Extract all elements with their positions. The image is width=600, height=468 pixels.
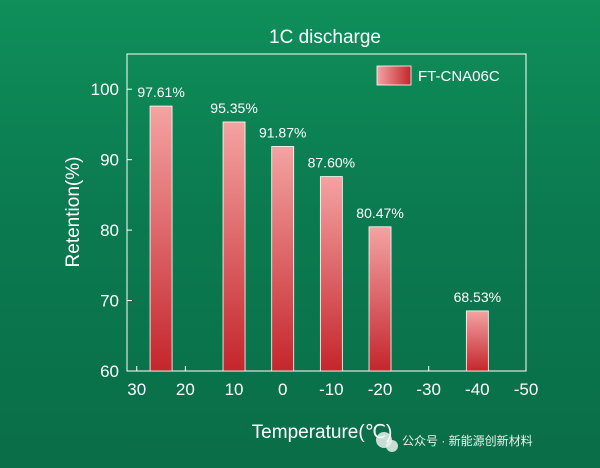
x-tick-label: 30	[127, 380, 146, 399]
wechat-icon-bubble	[386, 440, 398, 452]
x-tick-label: -20	[368, 380, 393, 399]
x-tick-label: 20	[176, 380, 195, 399]
bar	[271, 146, 295, 372]
y-tick-label: 100	[91, 80, 119, 99]
bar-value-label: 87.60%	[308, 155, 355, 171]
bar	[368, 226, 392, 372]
x-axis-label: Temperature(℃)	[252, 422, 393, 443]
bar	[319, 176, 343, 372]
y-axis: 60 70 80 90 100	[91, 80, 132, 381]
legend: FT-CNA06C	[376, 65, 500, 86]
y-tick-label: 80	[100, 221, 119, 240]
bar	[465, 310, 489, 372]
watermark-text: 公众号 · 新能源创新材料	[402, 433, 533, 448]
bar-value-label: 91.87%	[259, 124, 306, 140]
bar-series	[149, 105, 489, 372]
y-tick-label: 90	[100, 151, 119, 170]
chart-title: 1C discharge	[269, 27, 381, 48]
x-tick-label: -30	[416, 380, 441, 399]
legend-swatch	[376, 65, 412, 86]
x-tick-label: -50	[514, 380, 539, 399]
x-tick-label: 0	[278, 380, 287, 399]
bar-value-label: 95.35%	[210, 100, 257, 116]
legend-label: FT-CNA06C	[418, 68, 500, 85]
y-tick-label: 60	[100, 362, 119, 381]
watermark: 公众号 · 新能源创新材料	[376, 432, 533, 452]
bar-value-label: 68.53%	[454, 289, 501, 305]
bar-value-label: 80.47%	[356, 205, 403, 221]
y-axis-label: Retention(%)	[63, 157, 84, 268]
y-tick-label: 70	[100, 292, 119, 311]
bar	[222, 121, 246, 372]
x-axis: 30 20 10 0 -10 -20 -30 -40 -50	[127, 366, 538, 399]
x-tick-label: -40	[465, 380, 490, 399]
bar	[149, 105, 173, 372]
bar-value-label: 97.61%	[137, 84, 184, 100]
x-tick-label: 10	[225, 380, 244, 399]
bar-labels: 97.61% 95.35%91.87%87.60% 80.47% 68.53%	[137, 84, 501, 305]
x-tick-label: -10	[319, 380, 344, 399]
